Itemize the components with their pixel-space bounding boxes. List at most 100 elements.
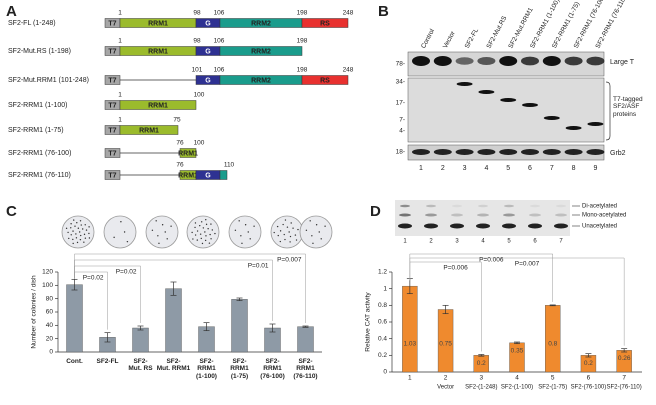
colony: [75, 233, 77, 235]
error-bar: [621, 348, 628, 353]
colony: [161, 224, 164, 226]
error-bar: [269, 323, 276, 333]
significance-bracket: [409, 257, 625, 346]
error-bar: [549, 304, 556, 307]
x-lane-number: 7: [622, 375, 626, 382]
construct-name: SF2-Mut.RS (1-198): [8, 48, 71, 55]
colony: [240, 235, 242, 237]
p-value: P=0.007: [277, 257, 302, 264]
domain: [219, 46, 303, 56]
colony: [305, 229, 308, 232]
bar: [66, 284, 83, 353]
value-label: 0.75: [439, 341, 452, 348]
bar: [231, 299, 248, 353]
domain: [104, 148, 121, 158]
spot: [554, 223, 568, 229]
colony: [83, 241, 85, 243]
lane-number: 2: [429, 239, 433, 245]
colony: [294, 234, 297, 236]
domain: [119, 125, 179, 135]
residue-number: 1: [118, 92, 122, 99]
colony: [209, 233, 211, 236]
y-tick-label: 0: [383, 369, 387, 376]
colony: [279, 240, 281, 243]
spot: [504, 204, 514, 208]
colony: [151, 229, 154, 232]
bar: [132, 327, 149, 353]
lane-number: 4: [484, 165, 488, 172]
y-tick-label: 80: [46, 295, 54, 302]
colony: [309, 220, 311, 222]
error-bar: [442, 304, 449, 315]
domain-name: RRM1: [148, 102, 168, 109]
residue-number: 100: [194, 140, 205, 147]
colony: [68, 237, 70, 240]
residue-number: 98: [193, 38, 201, 45]
error-bar: [170, 281, 177, 296]
colony: [205, 235, 207, 237]
domain: [179, 148, 197, 158]
bar: [402, 285, 418, 373]
colony: [200, 221, 203, 223]
gel-label: Mono-acetylated: [582, 213, 626, 219]
error-bar: [137, 325, 144, 331]
band-label: Grb2: [610, 150, 626, 157]
colony: [88, 237, 91, 239]
value-label: 0.2: [477, 360, 486, 367]
plate: [270, 215, 304, 249]
colony: [113, 236, 115, 239]
colony: [75, 237, 78, 239]
colony: [85, 229, 88, 231]
band: [586, 149, 605, 155]
colony: [311, 235, 313, 237]
band: [542, 56, 561, 66]
x-tick-label: Cont.: [66, 358, 83, 365]
x-lane-number: 3: [479, 375, 483, 382]
lane-number: 9: [593, 165, 597, 172]
residue-number: 100: [194, 92, 205, 99]
spot: [452, 204, 462, 208]
domain-name: RRM1: [178, 172, 198, 179]
band: [499, 149, 518, 155]
colony: [244, 224, 247, 226]
colony: [155, 220, 157, 222]
colony: [210, 223, 212, 225]
domain-name: RRM1: [178, 150, 198, 157]
colony: [289, 235, 292, 238]
colony: [76, 241, 79, 244]
colony: [208, 242, 211, 244]
band: [564, 149, 583, 155]
x-tick-label: SF2-(76-100): [571, 385, 607, 391]
domain-name: T7: [108, 77, 116, 84]
domain-name: RRM1: [148, 20, 168, 27]
colony: [80, 224, 82, 226]
domain-name: RRM2: [251, 77, 271, 84]
marker: 17-: [396, 100, 405, 107]
colony: [194, 234, 197, 236]
residue-number: 106: [214, 67, 225, 74]
residue-number: 76: [176, 140, 184, 147]
value-label: 0.35: [511, 348, 524, 355]
colony: [78, 231, 81, 233]
colony: [241, 242, 243, 245]
x-tick-label: SF2- RRM1 (1-100): [196, 358, 217, 380]
colony: [73, 219, 75, 221]
colony: [123, 231, 126, 233]
value-label: 1.03: [404, 341, 417, 348]
lane-number: 6: [533, 239, 537, 245]
spot: [424, 223, 438, 229]
lane-number: 6: [528, 165, 532, 172]
residue-number: 198: [297, 10, 308, 17]
p-value: P=0.007: [515, 261, 540, 268]
colony: [312, 242, 314, 245]
colony: [70, 223, 72, 225]
band: [500, 98, 517, 102]
lane-number: 3: [455, 239, 459, 245]
band: [477, 57, 496, 65]
marker: 78-: [396, 61, 405, 68]
x-lane-number: 6: [587, 375, 591, 382]
colony: [204, 239, 207, 242]
y-tick-label: 0: [49, 349, 53, 356]
lane-label: SF2-Mut.RS: [486, 14, 509, 49]
